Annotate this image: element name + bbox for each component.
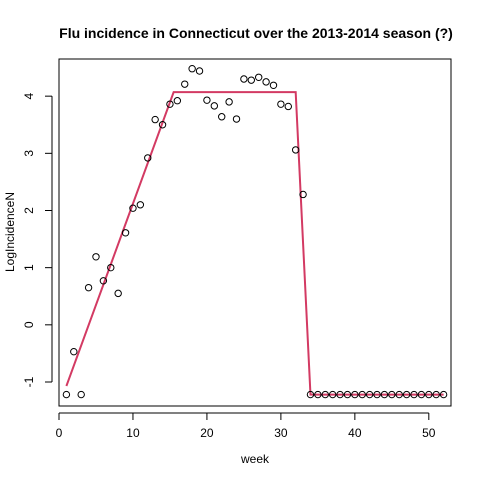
y-tick-label: 2 bbox=[22, 207, 36, 214]
y-tick-label: 4 bbox=[22, 93, 36, 100]
x-tick-label: 20 bbox=[200, 426, 214, 440]
data-point bbox=[291, 146, 300, 154]
data-point bbox=[410, 390, 418, 399]
x-tick-label: 30 bbox=[274, 426, 288, 440]
fit-line bbox=[65, 91, 444, 396]
data-point bbox=[299, 190, 307, 199]
data-point bbox=[144, 154, 152, 162]
data-point bbox=[203, 96, 211, 104]
data-point bbox=[336, 390, 344, 399]
data-point bbox=[210, 102, 219, 110]
x-axis-label: week bbox=[240, 452, 270, 466]
data-point bbox=[158, 121, 167, 129]
data-point bbox=[151, 115, 159, 124]
data-point bbox=[358, 390, 366, 399]
fit-line-layer bbox=[65, 91, 444, 396]
data-point bbox=[62, 390, 71, 399]
data-point bbox=[439, 390, 448, 399]
plot-frame bbox=[58, 58, 452, 407]
y-tick-label: 0 bbox=[22, 321, 36, 328]
y-tick-label: -1 bbox=[22, 376, 36, 387]
data-point bbox=[417, 390, 426, 399]
x-axis: 0 10 20 30 40 50 bbox=[56, 412, 436, 440]
data-point bbox=[107, 263, 115, 272]
data-point bbox=[92, 253, 100, 261]
data-point bbox=[225, 98, 233, 106]
points-layer bbox=[62, 65, 448, 399]
data-point bbox=[254, 73, 263, 81]
data-point bbox=[70, 347, 78, 356]
data-point bbox=[99, 277, 108, 285]
data-point bbox=[188, 65, 196, 73]
data-point bbox=[402, 390, 411, 399]
data-point bbox=[351, 390, 359, 399]
data-point bbox=[166, 100, 174, 108]
x-tick-label: 0 bbox=[56, 426, 63, 440]
data-point bbox=[343, 390, 352, 399]
data-point bbox=[114, 289, 122, 298]
x-tick-label: 10 bbox=[126, 426, 140, 440]
data-point bbox=[129, 204, 137, 212]
data-point bbox=[218, 113, 226, 121]
y-tick-label: 3 bbox=[22, 150, 36, 157]
y-axis-label: LogIncidenceN bbox=[3, 192, 17, 272]
data-point bbox=[365, 390, 374, 399]
data-point bbox=[395, 390, 403, 399]
data-point bbox=[232, 115, 241, 123]
data-point bbox=[380, 390, 389, 399]
data-point bbox=[269, 81, 278, 89]
data-point bbox=[262, 78, 270, 86]
data-point bbox=[121, 229, 130, 237]
data-point bbox=[195, 67, 204, 75]
data-point bbox=[432, 390, 440, 399]
data-point bbox=[181, 80, 189, 88]
data-point bbox=[173, 97, 182, 105]
y-tick-label: 1 bbox=[22, 264, 36, 271]
x-tick-label: 50 bbox=[422, 426, 436, 440]
x-tick-label: 40 bbox=[348, 426, 362, 440]
data-point bbox=[247, 76, 256, 84]
data-point bbox=[425, 390, 433, 399]
chart-title: Flu incidence in Connecticut over the 20… bbox=[59, 25, 453, 41]
data-point bbox=[84, 283, 93, 292]
data-point bbox=[321, 390, 329, 399]
data-point bbox=[240, 75, 248, 83]
data-point bbox=[277, 100, 285, 108]
data-point bbox=[284, 102, 292, 111]
y-axis: -1 0 1 2 3 4 bbox=[22, 93, 53, 387]
data-point bbox=[314, 390, 322, 399]
data-point bbox=[328, 390, 337, 399]
data-point bbox=[373, 390, 381, 399]
data-point bbox=[136, 201, 145, 209]
data-point bbox=[77, 390, 85, 399]
data-point bbox=[306, 390, 315, 399]
data-point bbox=[388, 390, 396, 399]
